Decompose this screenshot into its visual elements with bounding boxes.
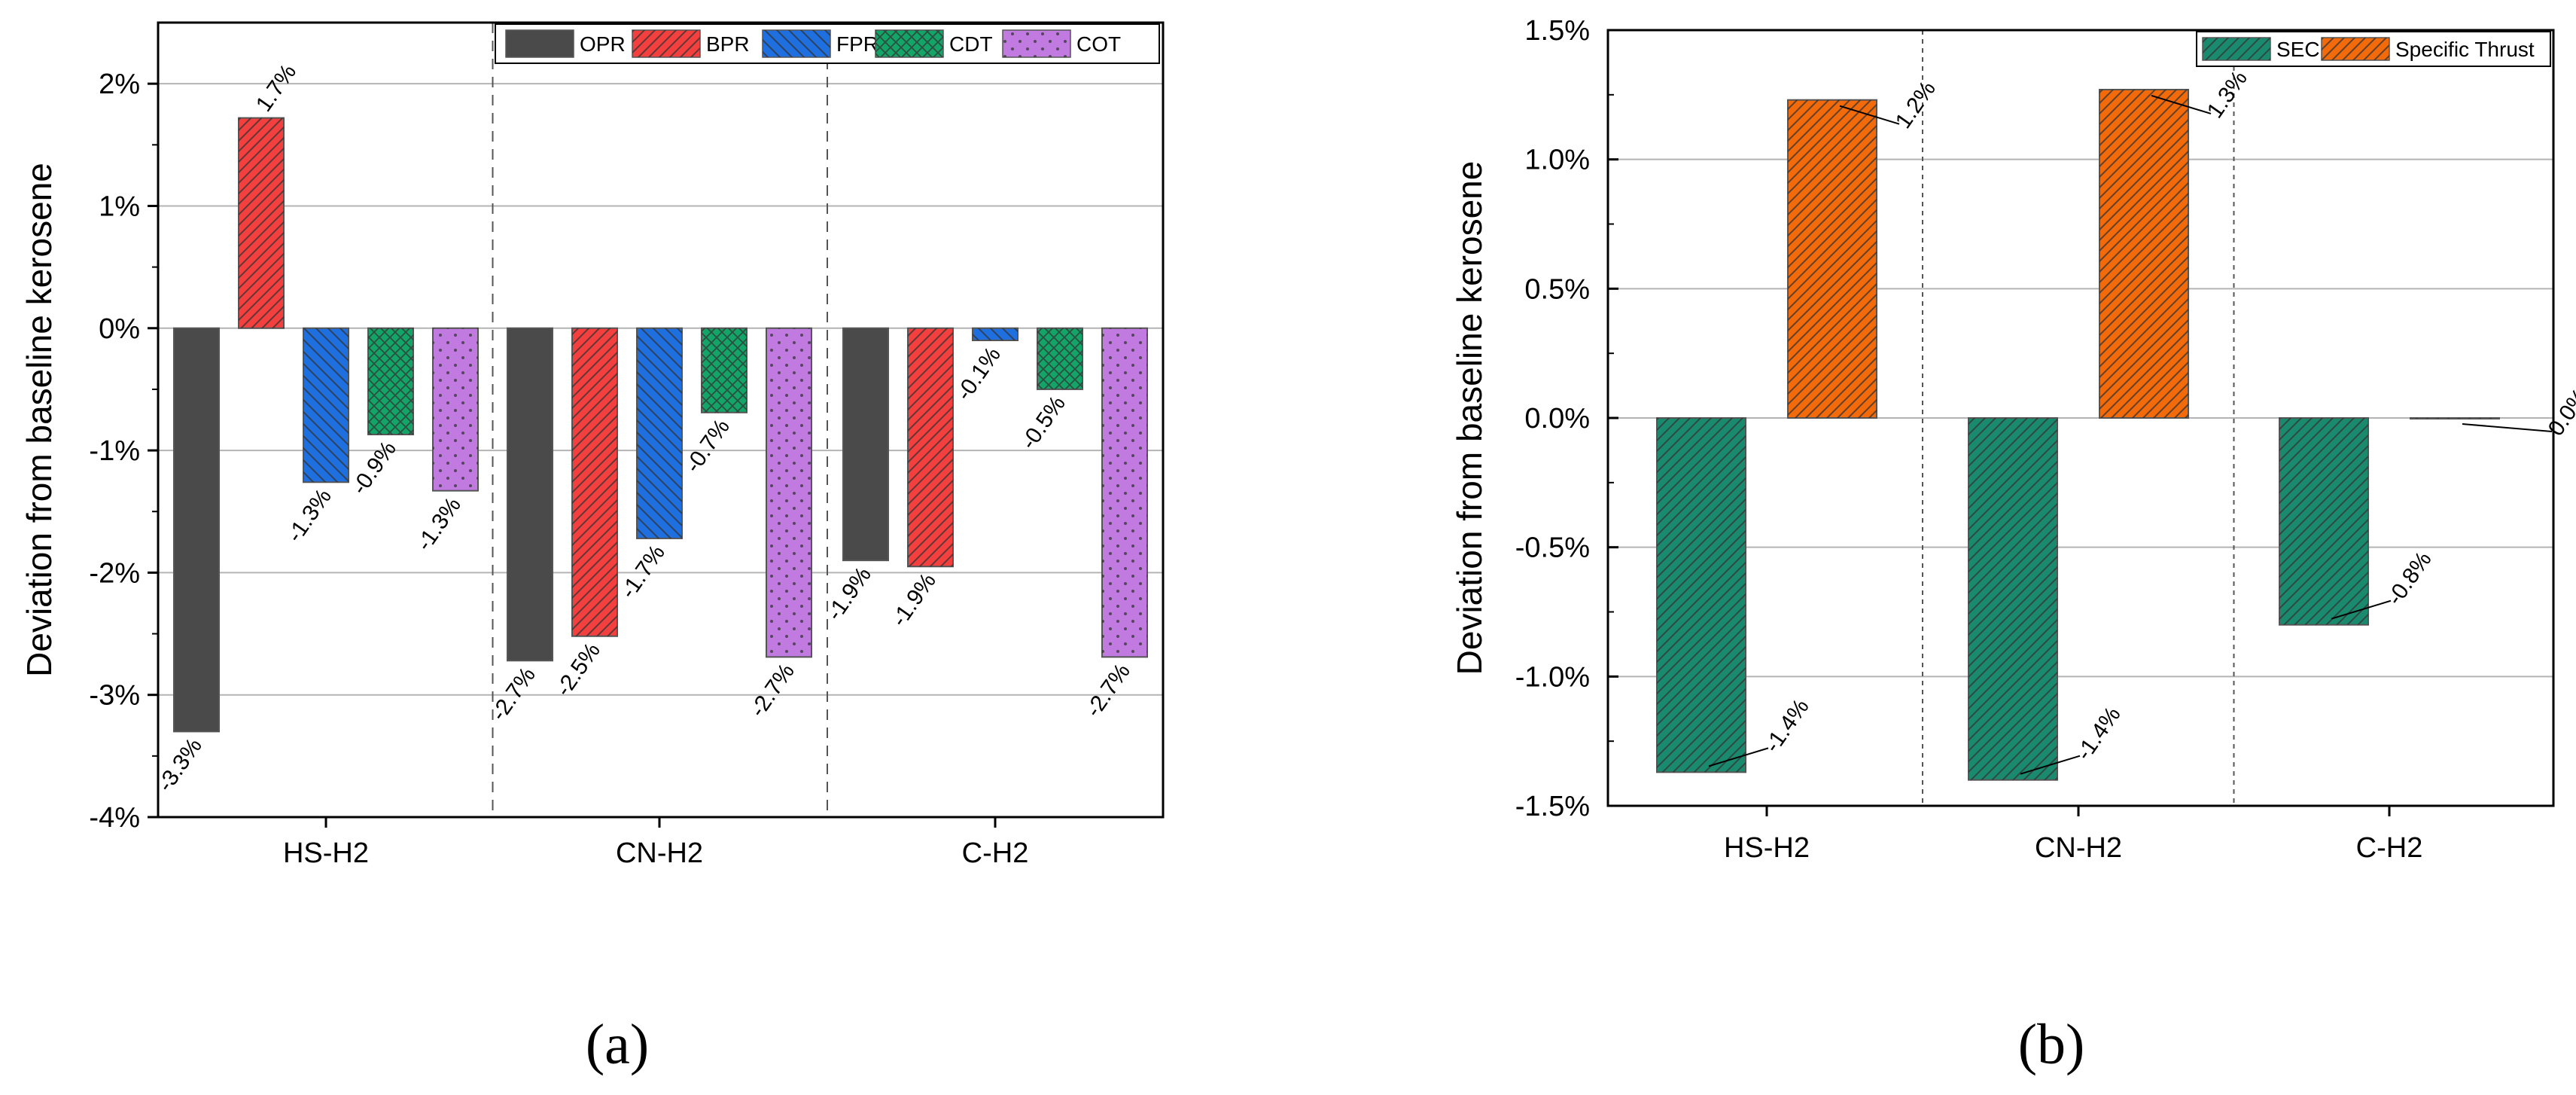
plot-frame <box>1606 29 2555 807</box>
y-tick-label: 0.0% <box>1524 403 1590 435</box>
legend-label: OPR <box>580 32 626 56</box>
y-tick-label: -3% <box>89 680 140 712</box>
data-label-leader <box>2331 599 2392 620</box>
bar-opr <box>507 327 553 662</box>
legend-label: BPR <box>706 32 750 56</box>
bar-hatch <box>1969 418 2057 780</box>
y-tick-label: -4% <box>89 802 140 834</box>
legend-label: Specific Thrust <box>2395 38 2535 61</box>
data-label: -3.3% <box>153 734 207 796</box>
data-label: 1.3% <box>2203 66 2252 123</box>
chart-panel-b: 1.5% 1.0% 0.5% 0.0% -0.5% -1.0% -1.5% -1.4% -1.4… <box>1450 15 2576 864</box>
data-label: -2.5% <box>551 639 605 701</box>
panel-label-a: (a) <box>586 1013 649 1076</box>
legend-swatch-hatch <box>632 30 700 57</box>
data-label-leader <box>2462 423 2553 432</box>
y-tick-label: -1% <box>89 435 140 467</box>
data-label: 0.0% <box>2544 384 2576 441</box>
data-label: -2.7% <box>1081 659 1135 721</box>
chart-panel-a: 2% 1% 0% -1% -2% -3% -4% -3.3% -2.7% -1.9% 1.7% -2.… <box>20 21 1165 869</box>
data-label: -0.9% <box>347 437 401 499</box>
data-label: -1.9% <box>887 569 941 631</box>
data-label: -1.7% <box>616 541 670 603</box>
y-tick-label: -2% <box>89 557 140 589</box>
legend-label: FPR <box>836 32 878 56</box>
y-tick-label: 1.0% <box>1524 145 1590 176</box>
data-label: -2.7% <box>745 659 799 721</box>
data-label-leader <box>2151 95 2212 114</box>
y-axis-title: Deviation from baseline kerosene <box>1450 161 1489 676</box>
y-tick-label: 0.5% <box>1524 273 1590 305</box>
bar-hatch <box>1037 328 1082 389</box>
bar-hatch <box>303 328 349 483</box>
legend-label: SEC <box>2276 38 2320 61</box>
data-label: -0.8% <box>2383 548 2437 610</box>
legend-swatch <box>505 29 574 58</box>
x-tick-label: HS-H2 <box>283 837 369 869</box>
x-tick-label: CN-H2 <box>2035 832 2122 864</box>
panel-label-b: (b) <box>2018 1013 2085 1076</box>
data-label: -0.5% <box>1016 392 1070 454</box>
legend-swatch-hatch <box>1003 30 1070 57</box>
x-tick-label: HS-H2 <box>1724 832 1810 864</box>
data-label: -1.3% <box>412 493 466 555</box>
data-label-leader <box>1839 105 1900 125</box>
x-tick-label: CN-H2 <box>616 837 703 869</box>
y-tick-label: -0.5% <box>1515 532 1590 564</box>
bar-hatch <box>239 117 284 328</box>
bar-opr <box>173 327 220 733</box>
data-label: 1.7% <box>251 59 301 116</box>
legend-swatch-hatch <box>2322 38 2389 60</box>
data-label: -0.7% <box>681 415 735 477</box>
data-label: -0.1% <box>952 343 1006 405</box>
y-axis-title: Deviation from baseline kerosene <box>20 163 59 677</box>
bar-hatch <box>702 328 747 413</box>
bar-hatch <box>637 328 682 538</box>
bar-hatch <box>2279 418 2368 625</box>
y-tick-label: 1.5% <box>1524 15 1590 47</box>
bar-hatch <box>433 328 478 491</box>
legend-swatch-hatch <box>763 30 830 57</box>
bar-hatch <box>572 328 617 636</box>
bar-hatch <box>973 328 1018 340</box>
data-label: -1.3% <box>282 484 336 547</box>
x-tick-label: C-H2 <box>962 837 1029 869</box>
bar-hatch <box>368 328 413 435</box>
bar-hatch <box>766 328 811 657</box>
bar-hatch <box>2410 418 2499 419</box>
bar-hatch <box>1657 418 1746 773</box>
data-label-leader <box>1708 747 1769 767</box>
y-tick-label: -1.5% <box>1515 791 1590 822</box>
x-tick-label: C-H2 <box>2356 832 2423 864</box>
legend-label: CDT <box>949 32 993 56</box>
bar-hatch <box>1788 99 1877 418</box>
bar-hatch <box>1102 328 1147 657</box>
data-label-leader <box>2020 755 2081 775</box>
legend-swatch-hatch <box>875 30 943 57</box>
data-label: 1.2% <box>1891 77 1941 133</box>
data-label: -1.4% <box>1760 694 1814 757</box>
y-tick-label: -1.0% <box>1515 661 1590 693</box>
data-label: -2.7% <box>486 663 540 725</box>
bar-hatch <box>2099 89 2188 418</box>
y-tick-label: 1% <box>99 191 140 222</box>
y-tick-label: 2% <box>99 69 140 100</box>
legend-swatch-hatch <box>2203 38 2270 60</box>
data-label: -1.4% <box>2072 703 2126 765</box>
legend-label: COT <box>1076 32 1121 56</box>
bar-opr <box>842 327 889 562</box>
y-tick-label: 0% <box>99 313 140 345</box>
bar-hatch <box>908 328 953 567</box>
